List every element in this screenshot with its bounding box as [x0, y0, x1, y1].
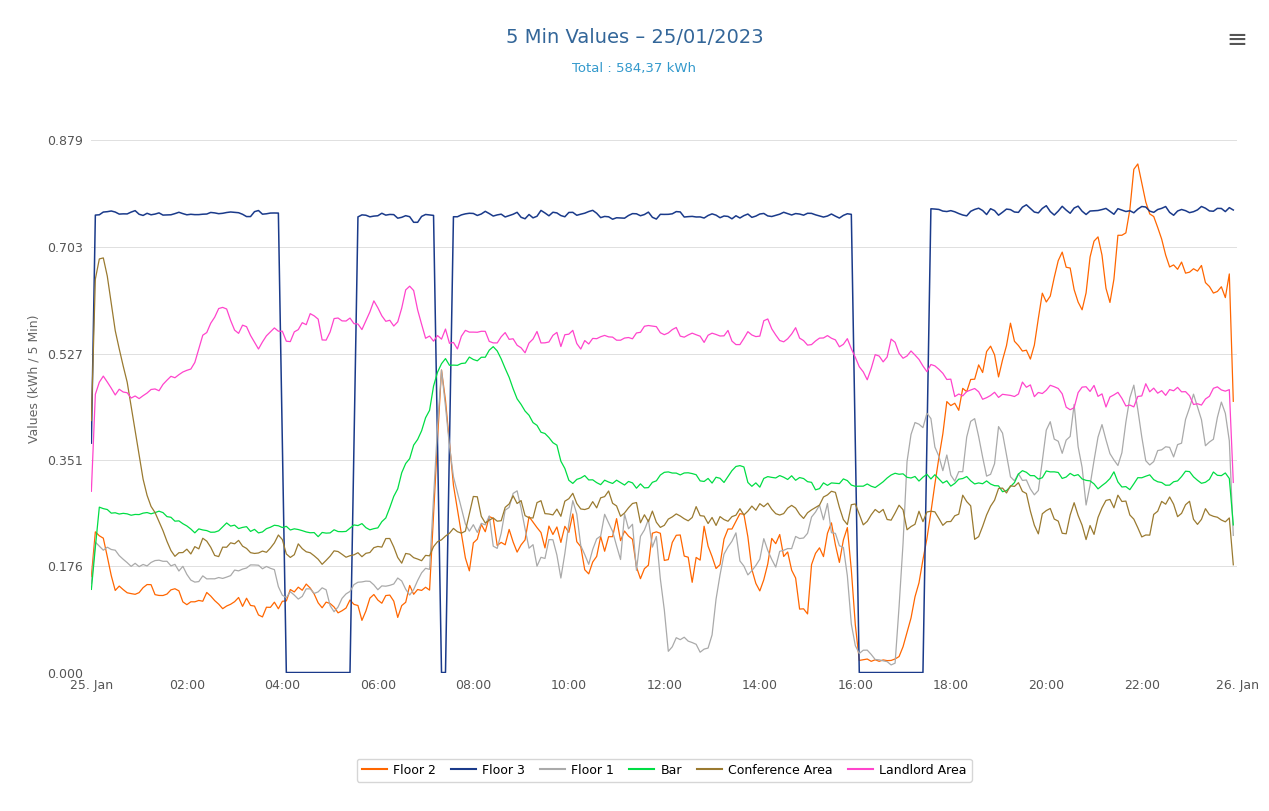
Bar	[1047, 467, 1062, 477]
Floor 2	[84, 572, 99, 581]
Bar	[486, 341, 501, 351]
Floor 1	[183, 575, 198, 585]
Floor 2	[661, 555, 676, 564]
Line: Floor 3: Floor 3	[91, 205, 1233, 672]
Conference Area	[1066, 498, 1081, 508]
Conference Area	[1226, 560, 1241, 569]
Bar	[1131, 473, 1146, 483]
Legend: Floor 2, Floor 3, Floor 1, Bar, Conference Area, Landlord Area: Floor 2, Floor 3, Floor 1, Bar, Conferen…	[357, 758, 972, 782]
Bar	[1226, 520, 1241, 530]
Landlord Area	[1226, 478, 1241, 487]
Floor 2	[1066, 285, 1081, 294]
Floor 1	[1134, 432, 1150, 442]
Floor 1	[883, 660, 898, 670]
Floor 1	[1226, 530, 1241, 540]
Conference Area	[1131, 523, 1146, 533]
Conference Area	[188, 542, 203, 551]
Landlord Area	[665, 324, 680, 334]
Floor 1	[1071, 442, 1086, 452]
Floor 2	[1094, 251, 1109, 260]
Floor 2	[864, 656, 879, 666]
Conference Area	[84, 416, 99, 426]
Conference Area	[665, 512, 680, 521]
Floor 3	[84, 438, 99, 448]
Bar	[1066, 471, 1081, 481]
Line: Landlord Area: Landlord Area	[91, 286, 1233, 491]
Text: 5 Min Values – 25/01/2023: 5 Min Values – 25/01/2023	[505, 28, 764, 47]
Floor 3	[1019, 200, 1034, 210]
Bar	[183, 524, 198, 534]
Landlord Area	[402, 281, 418, 291]
Text: ≡: ≡	[1226, 28, 1247, 53]
Floor 3	[1134, 202, 1150, 212]
Landlord Area	[183, 364, 198, 374]
Floor 2	[183, 597, 198, 607]
Floor 3	[665, 209, 680, 219]
Bar	[1094, 481, 1109, 491]
Floor 3	[1071, 201, 1086, 211]
Line: Conference Area: Conference Area	[91, 258, 1233, 564]
Floor 1	[84, 579, 99, 589]
Conference Area	[95, 253, 110, 263]
Floor 2	[1131, 159, 1146, 169]
Bar	[665, 468, 680, 478]
Floor 3	[279, 667, 294, 677]
Floor 2	[1047, 272, 1062, 282]
Text: Total : 584,37 kWh: Total : 584,37 kWh	[572, 62, 697, 75]
Conference Area	[1094, 503, 1109, 513]
Line: Bar: Bar	[91, 346, 1233, 590]
Conference Area	[1047, 514, 1062, 524]
Landlord Area	[1131, 392, 1146, 401]
Y-axis label: Values (kWh / 5 Min): Values (kWh / 5 Min)	[27, 315, 41, 444]
Landlord Area	[1047, 382, 1062, 392]
Line: Floor 2: Floor 2	[91, 164, 1233, 661]
Floor 1	[1099, 435, 1114, 444]
Floor 3	[1226, 205, 1241, 215]
Floor 3	[1051, 206, 1066, 216]
Floor 3	[183, 209, 198, 219]
Landlord Area	[1066, 403, 1081, 413]
Bar	[84, 585, 99, 594]
Floor 2	[1134, 178, 1150, 188]
Floor 1	[665, 642, 680, 652]
Floor 1	[1051, 436, 1066, 446]
Line: Floor 1: Floor 1	[91, 370, 1233, 665]
Floor 2	[1226, 397, 1241, 406]
Landlord Area	[84, 487, 99, 496]
Floor 1	[434, 365, 449, 375]
Landlord Area	[1094, 389, 1109, 399]
Floor 3	[1099, 204, 1114, 213]
